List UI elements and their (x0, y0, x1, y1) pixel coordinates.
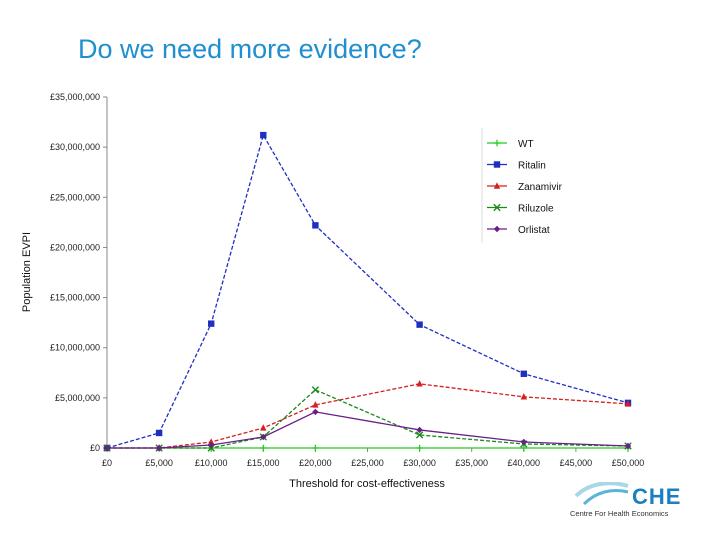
chart-axes: £0 £5,000,000 £10,000,000 £15,000,000 £20,00… (21, 92, 644, 490)
legend-item-riluzole: Riluzole (487, 204, 554, 215)
data-point-orlistat (208, 441, 215, 449)
data-point-zanamivir (520, 393, 527, 400)
legend-swatch-marker (493, 139, 501, 147)
data-point-ritalin (416, 321, 423, 328)
data-point-orlistat (416, 426, 423, 434)
data-point-wt (312, 444, 319, 452)
legend-item-ritalin: Ritalin (487, 161, 546, 172)
series-zanamivir (103, 380, 632, 451)
x-tick-label: £15,000 (247, 458, 280, 468)
y-tick-label: £0 (90, 443, 100, 453)
series-orlistat (103, 408, 632, 452)
legend-item-zanamivir: Zanamivir (487, 182, 563, 193)
legend-swatch-marker (493, 203, 501, 212)
series-riluzole (103, 386, 632, 452)
y-tick-label: £30,000,000 (50, 142, 100, 152)
data-point-wt (520, 444, 527, 452)
legend-swatch-marker (493, 225, 501, 233)
chart-series (103, 131, 632, 452)
x-axis-title: Threshold for cost-effectiveness (289, 478, 445, 490)
x-tick-label: £20,000 (299, 458, 332, 468)
y-axis-title: Population EVPI (21, 232, 33, 312)
data-point-ritalin (260, 131, 267, 139)
data-point-orlistat (520, 438, 527, 446)
x-tick-label: £45,000 (560, 458, 593, 468)
data-point-orlistat (624, 442, 632, 450)
series-line-zanamivir (107, 383, 629, 449)
data-point-zanamivir (260, 424, 267, 431)
x-tick-label: £35,000 (455, 458, 488, 468)
data-point-ritalin (312, 222, 319, 229)
data-point-riluzole (311, 386, 320, 394)
che-logo: CHE Centre For Health Economics (566, 482, 686, 522)
data-point-orlistat (260, 433, 267, 441)
data-point-ritalin (155, 429, 163, 437)
data-point-wt (416, 444, 423, 452)
data-point-orlistat (155, 444, 163, 452)
legend-label-zanamivir: Zanamivir (518, 182, 563, 193)
y-tick-label: £15,000,000 (50, 293, 100, 303)
data-point-riluzole (415, 431, 424, 439)
data-point-zanamivir (208, 438, 215, 445)
slide-title: Do we need more evidence? (78, 34, 422, 64)
legend-label-ritalin: Ritalin (518, 161, 546, 172)
data-point-zanamivir (624, 400, 632, 407)
x-tick-label: £25,000 (351, 458, 384, 468)
legend-item-orlistat: Orlistat (487, 225, 550, 236)
data-point-zanamivir (312, 401, 319, 408)
x-tick-label: £30,000 (403, 458, 436, 468)
legend-item-wt: WT (487, 139, 534, 150)
x-tick-label: £0 (102, 458, 112, 468)
logo-name: CHE (632, 484, 682, 509)
data-point-ritalin (208, 320, 215, 327)
legend-label-wt: WT (518, 139, 534, 150)
x-tick-label: £40,000 (508, 458, 541, 468)
y-tick-label: £20,000,000 (50, 242, 100, 252)
legend-label-riluzole: Riluzole (518, 204, 554, 215)
series-line-orlistat (107, 411, 629, 449)
series-ritalin (103, 131, 632, 452)
data-point-zanamivir (416, 380, 423, 387)
x-tick-label: £5,000 (145, 458, 173, 468)
chart-legend: WT Ritalin Zanamivir Riluzole Orlistat (481, 128, 563, 243)
x-tick-label: £50,000 (612, 458, 645, 468)
y-tick-label: £10,000,000 (50, 343, 100, 353)
logo-subtitle: Centre For Health Economics (570, 509, 669, 518)
series-line-ritalin (106, 133, 629, 449)
data-point-orlistat (312, 408, 319, 416)
legend-swatch-marker (493, 182, 501, 189)
x-tick-label: £10,000 (195, 458, 228, 468)
y-tick-label: £5,000,000 (55, 393, 100, 403)
y-tick-label: £35,000,000 (50, 92, 100, 102)
y-tick-label: £25,000,000 (50, 192, 100, 202)
data-point-wt (260, 444, 267, 452)
legend-swatch-marker (493, 161, 501, 168)
data-point-ritalin (520, 370, 527, 377)
che-logo-arc-icon (574, 482, 629, 506)
data-point-orlistat (103, 444, 111, 452)
legend-label-orlistat: Orlistat (518, 225, 550, 236)
